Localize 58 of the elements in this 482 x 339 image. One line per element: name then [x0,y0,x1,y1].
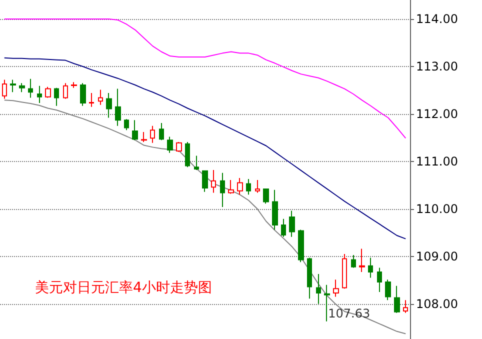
candlestick [255,179,260,194]
candlestick [220,172,225,208]
candlestick [63,82,68,100]
y-tick-label: 108.00 [416,296,458,311]
candlestick [394,285,400,314]
candlestick [237,178,243,196]
candlestick [342,254,347,290]
y-tick-label: 109.00 [416,249,458,264]
candlestick [403,300,408,314]
candlestick [28,78,33,98]
line-series [4,18,406,139]
candlestick [176,141,182,152]
candlestick [98,89,103,106]
candlestick [2,79,7,100]
candlestick [89,92,94,108]
candlestick [185,141,190,168]
candlestick [141,131,147,142]
candlestick [272,189,278,230]
candlestick [298,229,304,263]
candlestick [19,82,25,93]
candlestick [124,118,129,131]
candlestick [132,120,138,141]
candlestick [45,86,51,98]
candlestick [106,92,112,118]
candlestick [263,188,269,204]
line-series [4,100,406,334]
candlestick [194,155,199,170]
candlestick [37,85,42,104]
candlestick [115,88,121,126]
candlestick [377,267,382,292]
candlestick [316,273,321,304]
candlestick [159,122,164,141]
candlestick [71,82,77,88]
y-tick-label: 111.00 [416,154,458,168]
candlestick [351,254,356,268]
candlestick [228,179,234,194]
candlestick [10,79,16,93]
candlestick [167,136,173,154]
candlestick [385,279,391,301]
candlestick [281,218,286,238]
candlestick [307,257,312,300]
candlestick [368,257,373,278]
candlestick [324,284,330,322]
candlestick [289,210,295,238]
y-tick-label: 114.00 [416,12,458,26]
y-tick-label: 110.00 [416,202,458,216]
y-tick-label: 112.00 [416,106,458,121]
y-tick-label: 113.00 [416,59,458,74]
candlestick [246,178,251,196]
candlestick [211,169,216,194]
text: 美元对日元汇率4小时走势图 [35,280,212,296]
candlestick [333,279,339,298]
line-series [4,57,406,240]
candlestick [80,82,86,106]
candlestick [150,125,155,144]
candlestick [202,170,208,192]
candlestick [359,248,365,273]
candlestick [54,87,59,106]
